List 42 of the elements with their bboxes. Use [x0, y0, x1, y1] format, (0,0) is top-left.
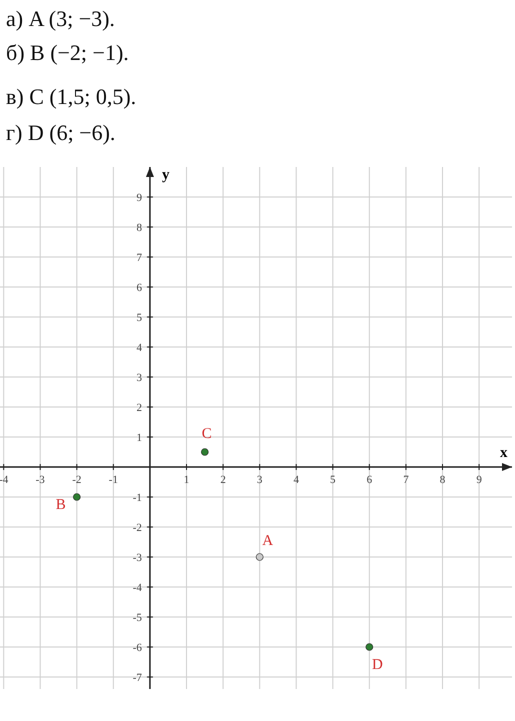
annotation: C — [202, 426, 212, 442]
point — [366, 643, 374, 651]
annotation: A — [262, 533, 274, 549]
y-tick-label: 3 — [136, 372, 142, 384]
point — [201, 448, 209, 456]
annotation: D — [372, 657, 383, 673]
y-tick-label: 6 — [136, 282, 142, 294]
x-tick-label: -2 — [72, 474, 82, 486]
x-axis-title: x — [500, 445, 508, 461]
y-tick-label: -5 — [132, 612, 142, 624]
x-tick-label: -3 — [36, 474, 46, 486]
y-axis-title: y — [162, 167, 170, 183]
y-tick-label: -2 — [132, 522, 142, 534]
text: б) B (−2; −1). — [6, 40, 129, 65]
text: в) C (1,5; 0,5). — [6, 84, 136, 109]
x-tick-label: 2 — [220, 474, 226, 486]
point — [256, 553, 264, 561]
text: г) D (6; −6). — [6, 120, 116, 145]
x-tick-label: 5 — [330, 474, 336, 486]
x-tick-label: 4 — [293, 474, 300, 486]
x-tick-label: 1 — [184, 474, 190, 486]
x-tick-label: 7 — [403, 474, 410, 486]
point — [73, 493, 81, 501]
y-tick-label: 8 — [136, 222, 142, 234]
x-tick-label: 9 — [476, 474, 482, 486]
x-tick-label: 8 — [440, 474, 446, 486]
y-tick-label: 1 — [136, 432, 142, 444]
y-tick-label: -6 — [132, 642, 142, 654]
y-tick-label: 4 — [136, 342, 142, 354]
x-tick-label: 3 — [256, 474, 263, 486]
y-tick-label: 9 — [136, 192, 142, 204]
y-tick-label: -3 — [132, 552, 142, 564]
annotation: B — [56, 497, 66, 513]
y-tick-label: 7 — [136, 252, 142, 264]
x-tick-label: 6 — [366, 474, 373, 486]
y-tick-label: -1 — [132, 492, 142, 504]
y-tick-label: 2 — [136, 402, 142, 414]
text: а) A (3; −3). — [6, 6, 115, 31]
y-tick-label: -7 — [132, 672, 142, 684]
y-tick-label: 5 — [136, 312, 142, 324]
y-tick-label: -4 — [132, 582, 142, 594]
x-tick-label: -1 — [108, 474, 118, 486]
